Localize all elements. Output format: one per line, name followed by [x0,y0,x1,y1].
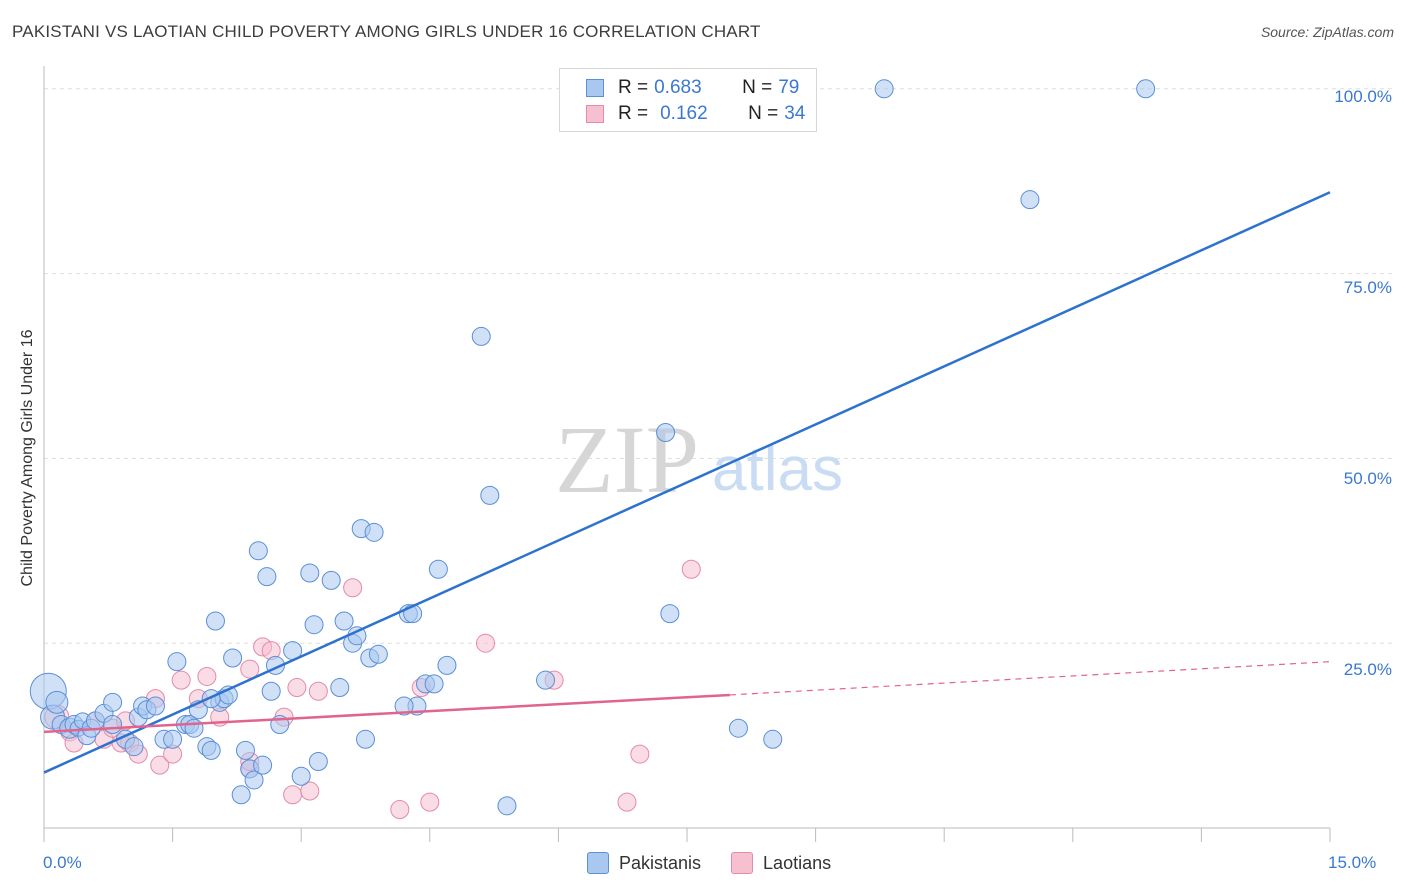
series-legend: Pakistanis Laotians [587,852,861,874]
pakistanis-point [330,678,350,698]
pakistanis-point [167,652,187,672]
pakistanis-point [300,563,320,583]
stats-legend: R = 0.683 N = 79 R = 0.162 N = 34 [559,68,817,132]
stats-row-laotians: R = 0.162 N = 34 [586,103,805,125]
laotians-legend-swatch [731,852,754,874]
pakistanis-point [321,570,341,590]
pakistanis-point [184,718,204,738]
laotians-point [343,578,363,598]
laotians-trend-line [43,693,730,734]
pakistanis-swatch [586,79,604,97]
legend-label-laotians: Laotians [763,852,832,873]
pakistanis-point [480,485,500,505]
pakistanis-point [45,690,69,714]
laotians-point [390,800,410,820]
pakistanis-point [660,604,680,624]
pakistanis-point [163,729,183,749]
y-tick-label-50: 50.0% [1343,469,1392,488]
x-tick-label-min: 0.0% [43,853,82,872]
r-value: 0.683 [654,77,702,98]
pakistanis-point [257,567,277,587]
pakistanis-point [291,766,311,786]
watermark-atlas: atlas [712,435,843,504]
pakistanis-point [308,751,328,771]
laotians-points [44,559,701,820]
pakistanis-point [763,729,783,749]
pakistanis-point [394,696,414,716]
y-tick-label-75: 75.0% [1343,278,1392,297]
laotians-point [197,666,217,686]
laotians-point [681,559,701,579]
pakistanis-point [244,770,264,790]
pakistanis-point [368,644,388,664]
source-label: Source: ZipAtlas.com [1260,24,1394,40]
stats-row-pakistanis: R = 0.683 N = 79 [586,77,799,99]
laotians-swatch [586,105,604,123]
pakistanis-point [1136,79,1156,99]
pakistanis-point [334,611,354,631]
legend-item-pakistanis[interactable]: Pakistanis [587,852,701,874]
r-label: R = [618,103,649,124]
y-tick-label-100: 100.0% [1334,87,1392,106]
n-label: N = [742,77,773,98]
pakistanis-legend-swatch [587,852,609,874]
y-axis-label: Child Poverty Among Girls Under 16 [19,329,36,587]
pakistanis-points [29,79,1156,816]
n-value: 79 [778,77,800,98]
laotians-point [283,785,303,805]
watermark-zip: ZIP [555,406,699,513]
legend-label-pakistanis: Pakistanis [619,852,702,873]
pakistanis-point [223,648,243,668]
pakistanis-point [248,541,268,561]
legend-item-laotians[interactable]: Laotians [731,852,831,874]
pakistanis-point [103,692,123,712]
laotians-point [308,681,328,701]
laotians-point [476,633,496,653]
pakistanis-point [471,326,491,346]
pakistanis-point [261,681,281,701]
pakistanis-point [728,718,748,738]
pakistanis-trend-line [43,191,1331,774]
n-label: N = [748,103,779,124]
laotians-point [420,792,440,812]
laotians-trend-line-extrapolated [729,661,1331,696]
r-label: R = [618,77,649,98]
pakistanis-point [145,696,165,716]
pakistanis-point [201,740,221,760]
pakistanis-point [235,740,255,760]
laotians-point [630,744,650,764]
watermark: ZIP atlas [555,406,843,513]
laotians-point [617,792,637,812]
pakistanis-point [231,785,251,805]
laotians-point [300,781,320,801]
laotians-point [171,670,191,690]
laotians-point [150,755,170,775]
grid-lines [44,88,1395,644]
pakistanis-point [656,423,676,443]
pakistanis-point [1020,190,1040,210]
pakistanis-point [356,729,375,749]
pakistanis-point [437,655,457,675]
laotians-point [240,659,260,679]
pakistanis-point [497,796,517,816]
pakistanis-point [103,715,123,735]
pakistanis-point [253,755,273,775]
pakistanis-point [205,611,225,631]
pakistanis-point [874,79,894,99]
pakistanis-point [304,615,324,635]
x-tick-label-max: 15.0% [1328,853,1377,872]
r-value: 0.162 [660,103,708,124]
y-tick-label-25: 25.0% [1343,660,1392,679]
pakistanis-point [536,670,556,690]
pakistanis-point [428,559,448,579]
trend-lines [43,191,1331,774]
laotians-point [287,678,307,698]
pakistanis-point [124,737,144,757]
pakistanis-point [424,674,444,694]
n-value: 34 [784,103,806,124]
pakistanis-point [364,522,384,542]
chart-title: PAKISTANI VS LAOTIAN CHILD POVERTY AMONG… [12,22,761,41]
